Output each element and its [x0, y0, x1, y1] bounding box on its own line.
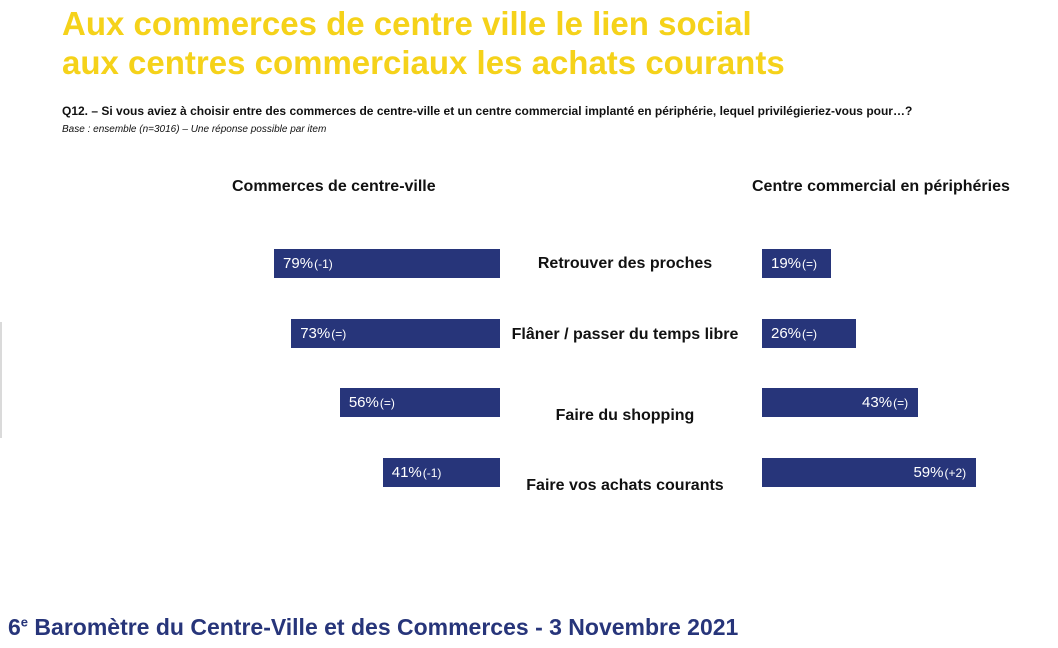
bar-delta-label: (=) [802, 327, 818, 341]
bar-value-label: 41% [391, 464, 422, 481]
title-line-2: aux centres commerciaux les achats coura… [62, 44, 785, 81]
bar-centre-ville: 73%(=) [291, 319, 500, 348]
bar-value-label: 43% [862, 394, 893, 411]
left-column-header: Commerces de centre-ville [232, 178, 436, 195]
footer-text: Baromètre du Centre-Ville et des Commerc… [28, 614, 739, 640]
bar-value-label: 56% [348, 394, 379, 411]
bar-centre-ville: 56%(=) [339, 388, 500, 417]
bar-peripherie: 43%(=) [762, 388, 919, 417]
bar-peripherie: 19%(=) [762, 249, 831, 278]
bar-centre-ville: 41%(-1) [382, 458, 500, 487]
footer-superscript: e [20, 614, 29, 630]
bar-delta-label: (=) [893, 396, 909, 410]
question-text: Q12. – Si vous aviez à choisir entre des… [62, 104, 913, 118]
bar-delta-label: (-1) [314, 257, 333, 271]
bar-centre-ville: 79%(-1) [274, 249, 500, 278]
bar-delta-label: (=) [802, 257, 818, 271]
bar-delta-label: (=) [331, 327, 347, 341]
bar-delta-label: (+2) [944, 466, 967, 480]
category-label: Retrouver des proches [537, 255, 713, 272]
bar-value-label: 59% [913, 464, 944, 481]
bar-value-label: 73% [300, 325, 331, 342]
right-column-header: Centre commercial en périphéries [752, 178, 1010, 195]
bar-delta-label: (=) [379, 396, 395, 410]
bar-value-label: 19% [771, 255, 802, 272]
bar-value-label: 26% [771, 325, 802, 342]
bar-delta-label: (-1) [422, 466, 442, 480]
title-line-1: Aux commerces de centre ville le lien so… [62, 5, 752, 42]
page-title: Aux commerces de centre ville le lien so… [62, 4, 785, 82]
category-label: Faire du shopping [555, 407, 695, 424]
bar-value-label: 79% [283, 255, 314, 272]
footer-number: 6 [8, 614, 21, 640]
bar-peripherie: 59%(+2) [762, 458, 977, 487]
category-label: Flâner / passer du temps libre [511, 326, 739, 343]
edge-divider [0, 322, 2, 438]
base-note: Base : ensemble (n=3016) – Une réponse p… [62, 124, 327, 135]
footer-title: 6e Baromètre du Centre-Ville et des Comm… [8, 614, 738, 641]
category-label: Faire vos achats courants [526, 477, 724, 494]
bar-peripherie: 26%(=) [762, 319, 857, 348]
